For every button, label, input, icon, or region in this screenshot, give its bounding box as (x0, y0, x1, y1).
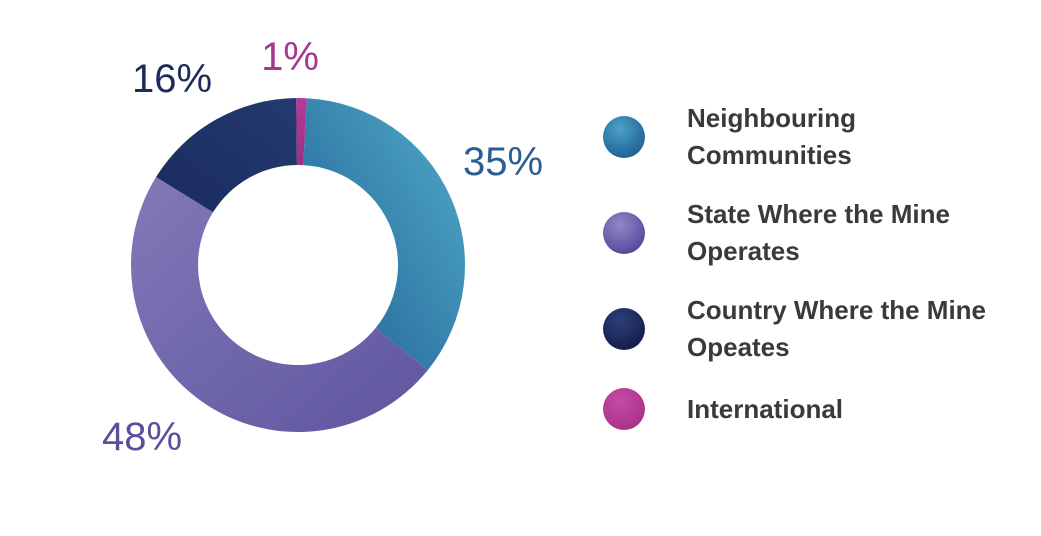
donut-slices (130, 98, 466, 433)
slice-neighbouring-communities (303, 98, 466, 371)
data-label-country-where-the-mine-opeates: 16% (132, 57, 212, 101)
data-label-state-where-the-mine-operates: 48% (102, 415, 182, 459)
donut-labels: 35% 48% 16% 1% (102, 35, 543, 459)
data-label-international: 1% (261, 35, 319, 79)
legend-item-international: International (603, 388, 1023, 430)
legend-swatch-neighbouring-communities (603, 116, 645, 158)
legend-item-country-where-the-mine-opeates: Country Where the Mine Opeates (603, 292, 1023, 366)
legend-label-neighbouring-communities: Neighbouring Communities (687, 103, 856, 170)
slice-state-where-the-mine-operates (130, 176, 428, 433)
legend-label-country-where-the-mine-opeates: Country Where the Mine Opeates (687, 295, 987, 362)
legend-swatch-country-where-the-mine-opeates (603, 308, 645, 350)
legend-label-state-where-the-mine-operates: State Where the Mine Operates (687, 199, 950, 266)
legend-item-neighbouring-communities: Neighbouring Communities (603, 100, 1023, 174)
data-label-neighbouring-communities: 35% (463, 140, 543, 184)
slice-country-where-the-mine-opeates (156, 98, 297, 213)
legend-item-state-where-the-mine-operates: State Where the Mine Operates (603, 196, 1023, 270)
legend-swatch-international (603, 388, 645, 430)
legend: Neighbouring Communities State Where the… (603, 100, 1023, 430)
slice-international (296, 98, 307, 166)
legend-swatch-state-where-the-mine-operates (603, 212, 645, 254)
legend-label-international: International (687, 393, 844, 424)
